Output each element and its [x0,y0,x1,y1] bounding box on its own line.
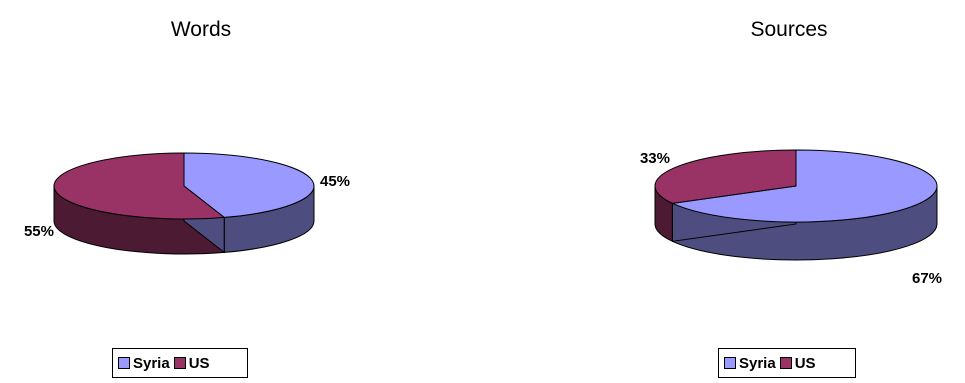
chart-title: Words [170,18,232,41]
legend-swatch-us [779,357,792,369]
pie-chart-words: 45% 55% [24,152,350,255]
legend-swatch-syria [724,357,736,369]
data-label-us: 33% [640,150,670,167]
legend-label-us: US [188,354,210,372]
legend-item-us: US [173,354,210,372]
pie-top [53,152,315,220]
pie-slice-syria [183,152,315,218]
data-label-syria: 45% [320,173,350,190]
data-label-syria: 67% [912,270,942,287]
legend-label-syria: Syria [739,354,776,372]
legend-swatch-syria [118,357,130,369]
chart-words: Words 45% 55% Syria US [0,0,482,383]
pie-slice-syria [671,149,938,223]
chart-title: Sources [750,18,828,41]
legend-label-us: US [794,354,816,372]
legend: Syria US [718,348,856,378]
chart-sources: Sources 67% 33% Syria US [482,0,964,383]
pie-chart-sources: 67% 33% [640,149,942,287]
pie-slice-us [53,152,225,220]
legend-item-syria: Syria [724,355,776,372]
pie-top [654,149,938,223]
legend-item-syria: Syria [118,355,170,372]
legend-label-syria: Syria [133,354,170,372]
pie-slice-us [654,149,797,204]
data-label-us: 55% [24,223,54,240]
legend-item-us: US [779,354,816,372]
legend-swatch-us [173,357,186,369]
legend: Syria US [112,348,248,378]
